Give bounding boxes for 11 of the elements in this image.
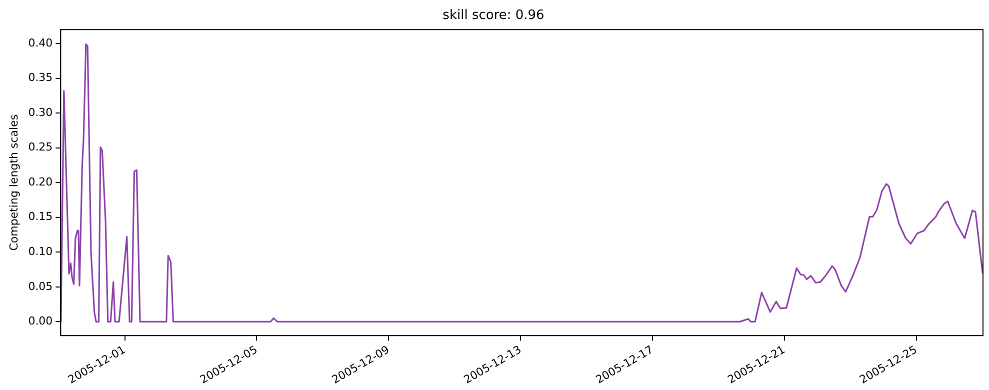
y-tick-label: 0.25: [28, 140, 53, 154]
y-tick-label: 0.05: [28, 280, 53, 293]
chart-title: skill score: 0.96: [442, 8, 544, 24]
y-tick-label: 0.40: [28, 36, 53, 50]
y-tick-label: 0.00: [28, 314, 53, 328]
y-tick-label: 0.15: [28, 210, 53, 224]
y-tick-label: 0.10: [28, 245, 53, 258]
y-tick-label: 0.35: [28, 71, 53, 84]
y-tick-label: 0.30: [28, 106, 53, 119]
y-axis-title: Competing length scales: [7, 114, 20, 251]
y-tick-label: 0.20: [28, 175, 53, 188]
